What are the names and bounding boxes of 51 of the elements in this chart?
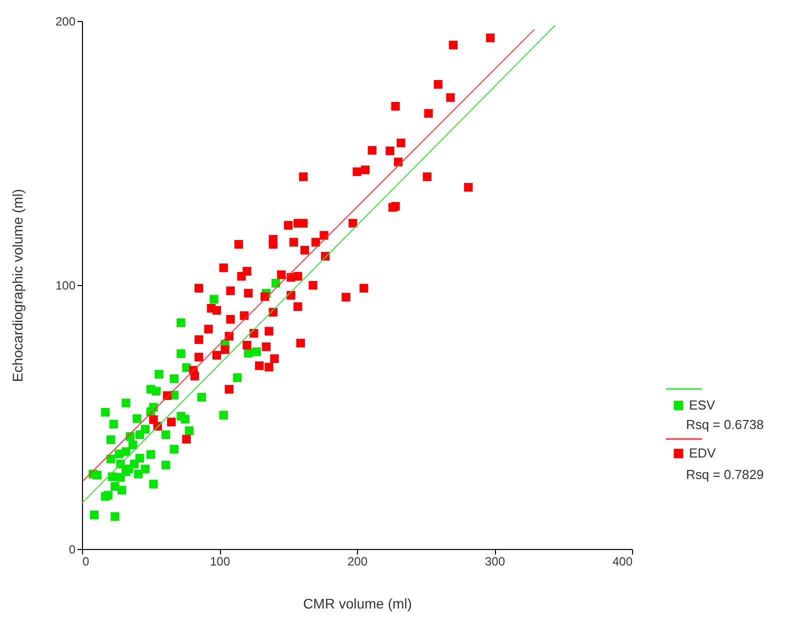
x-tick-label: 400	[612, 554, 633, 568]
point	[132, 414, 142, 423]
x-tick-label: 200	[347, 554, 368, 568]
point	[104, 490, 112, 500]
point	[140, 464, 150, 474]
legend-label: ESV	[689, 398, 716, 412]
x-tick-label: 100	[210, 554, 230, 568]
x-tick-label: 300	[484, 554, 506, 568]
point	[233, 373, 242, 382]
point	[152, 386, 161, 396]
point	[180, 414, 190, 424]
point	[210, 294, 218, 304]
point	[149, 480, 158, 488]
x-tick-label: 0	[82, 554, 90, 568]
point	[130, 460, 139, 468]
point	[118, 486, 126, 494]
point	[154, 370, 164, 379]
point	[146, 450, 156, 459]
point	[90, 510, 99, 520]
y-axis-title: Echocardiographic volume (ml)	[9, 189, 26, 382]
y-tick-label: 0	[68, 542, 76, 556]
point	[134, 470, 143, 478]
y-tick-label: 100	[55, 278, 76, 292]
point	[162, 460, 170, 470]
point	[176, 349, 186, 358]
point	[92, 470, 102, 480]
point	[122, 398, 130, 408]
point	[135, 430, 144, 440]
legend-label: EDV	[689, 446, 716, 460]
point	[162, 430, 170, 440]
point	[122, 467, 130, 476]
point	[252, 347, 261, 356]
text: Rsq = 0.6738	[686, 417, 764, 432]
point	[170, 444, 178, 454]
point	[122, 447, 130, 456]
point	[219, 410, 228, 420]
x-axis-title: CMR volume (ml)	[303, 596, 412, 612]
y-tick-label: 200	[55, 14, 76, 28]
point	[110, 512, 120, 521]
point	[184, 426, 194, 436]
point	[128, 440, 138, 450]
point	[170, 374, 178, 384]
point	[109, 420, 118, 428]
point	[197, 392, 206, 402]
point	[106, 454, 116, 464]
point	[101, 408, 110, 417]
point	[108, 472, 117, 481]
text: Rsq = 0.7829	[686, 467, 764, 482]
point	[244, 348, 253, 358]
point	[106, 435, 116, 444]
point	[176, 318, 186, 328]
